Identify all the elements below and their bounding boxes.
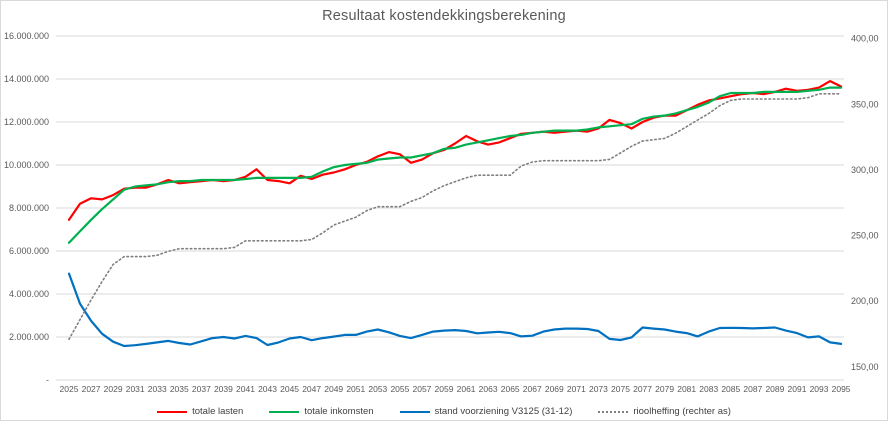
legend-item-stand-voorziening: stand voorziening V3125 (31-12) <box>399 406 573 417</box>
x-axis-tick-label: 2033 <box>148 384 167 394</box>
series-line-stand-voorziening-v3125-31-12 <box>67 272 843 348</box>
x-axis-tick-label: 2055 <box>390 384 409 394</box>
x-axis-tick-label: 2031 <box>126 384 145 394</box>
y-axis-right-tick-label: 250,00 <box>851 231 879 241</box>
legend-label: totale lasten <box>192 406 244 417</box>
y-axis-right-tick-label: 200,00 <box>851 296 879 306</box>
x-axis-tick-label: 2079 <box>655 384 674 394</box>
series-line-totale-lasten <box>67 79 843 221</box>
y-axis-left-tick-label: 4.000.000 <box>9 289 49 299</box>
x-axis-tick-label: 2043 <box>258 384 277 394</box>
y-axis-left-tick-label: 12.000.000 <box>4 117 49 127</box>
chart-legend: totale lasten totale inkomsten stand voo… <box>1 406 887 417</box>
y-axis-right-tick-label: 150,00 <box>851 362 879 372</box>
legend-label: rioolheffing (rechter as) <box>633 406 731 417</box>
x-axis-tick-label: 2067 <box>523 384 542 394</box>
y-axis-left-tick-label: - <box>46 375 49 385</box>
x-axis-tick-label: 2093 <box>810 384 829 394</box>
y-axis-left-tick-label: 16.000.000 <box>4 31 49 41</box>
x-axis-tick-label: 2029 <box>104 384 123 394</box>
x-axis-tick-label: 2041 <box>236 384 255 394</box>
legend-line-swatch-green <box>269 410 300 413</box>
legend-label: stand voorziening V3125 (31-12) <box>434 406 573 417</box>
x-axis-tick-label: 2083 <box>699 384 718 394</box>
y-axis-left-tick-label: 8.000.000 <box>9 203 49 213</box>
x-axis-tick-label: 2035 <box>170 384 189 394</box>
x-axis-tick-label: 2073 <box>589 384 608 394</box>
legend-item-totale-lasten: totale lasten <box>157 406 243 417</box>
x-axis-tick-label: 2065 <box>501 384 520 394</box>
legend-label: totale inkomsten <box>304 406 374 417</box>
x-axis-tick-label: 2081 <box>677 384 696 394</box>
x-axis-tick-label: 2049 <box>324 384 343 394</box>
x-axis-tick-label: 2071 <box>567 384 586 394</box>
x-axis-tick-label: 2061 <box>457 384 476 394</box>
y-axis-left-tick-label: 6.000.000 <box>9 246 49 256</box>
x-axis-tick-label: 2095 <box>832 384 851 394</box>
chart-title: Resultaat kostendekkingsberekening <box>322 8 566 24</box>
y-axis-left-tick-label: 10.000.000 <box>4 160 49 170</box>
y-axis-right-tick-label: 350,00 <box>851 99 879 109</box>
y-axis-right-tick-label: 300,00 <box>851 165 879 175</box>
x-axis-tick-label: 2037 <box>192 384 211 394</box>
y-axis-right-tick-label: 400,00 <box>851 34 879 44</box>
x-axis-tick-label: 2059 <box>435 384 454 394</box>
x-axis-tick-label: 2085 <box>721 384 740 394</box>
x-axis-tick-label: 2087 <box>743 384 762 394</box>
series-line-totale-inkomsten <box>67 86 843 244</box>
x-axis-tick-label: 2091 <box>788 384 807 394</box>
x-axis-tick-label: 2075 <box>611 384 630 394</box>
x-axis-tick-label: 2045 <box>280 384 299 394</box>
legend-item-rioolheffing: rioolheffing (rechter as) <box>598 406 731 417</box>
x-axis-tick-label: 2053 <box>368 384 387 394</box>
x-axis-tick-label: 2063 <box>479 384 498 394</box>
x-axis-tick-label: 2047 <box>302 384 321 394</box>
y-axis-left-tick-label: 14.000.000 <box>4 74 49 84</box>
x-axis-tick-label: 2051 <box>346 384 365 394</box>
legend-line-swatch-red <box>157 410 188 413</box>
x-axis-tick-label: 2069 <box>545 384 564 394</box>
series-line-rioolheffing-rechter-as <box>68 93 842 341</box>
x-axis-tick-label: 2025 <box>60 384 79 394</box>
legend-dotted-swatch-gray <box>598 410 629 413</box>
x-axis-tick-label: 2039 <box>214 384 233 394</box>
x-axis-tick-label: 2027 <box>82 384 101 394</box>
x-axis-tick-label: 2077 <box>633 384 652 394</box>
y-axis-left-tick-label: 2.000.000 <box>9 332 49 342</box>
x-axis-tick-label: 2089 <box>765 384 784 394</box>
legend-line-swatch-blue <box>399 410 430 413</box>
x-axis-tick-label: 2057 <box>412 384 431 394</box>
legend-item-totale-inkomsten: totale inkomsten <box>269 406 374 417</box>
